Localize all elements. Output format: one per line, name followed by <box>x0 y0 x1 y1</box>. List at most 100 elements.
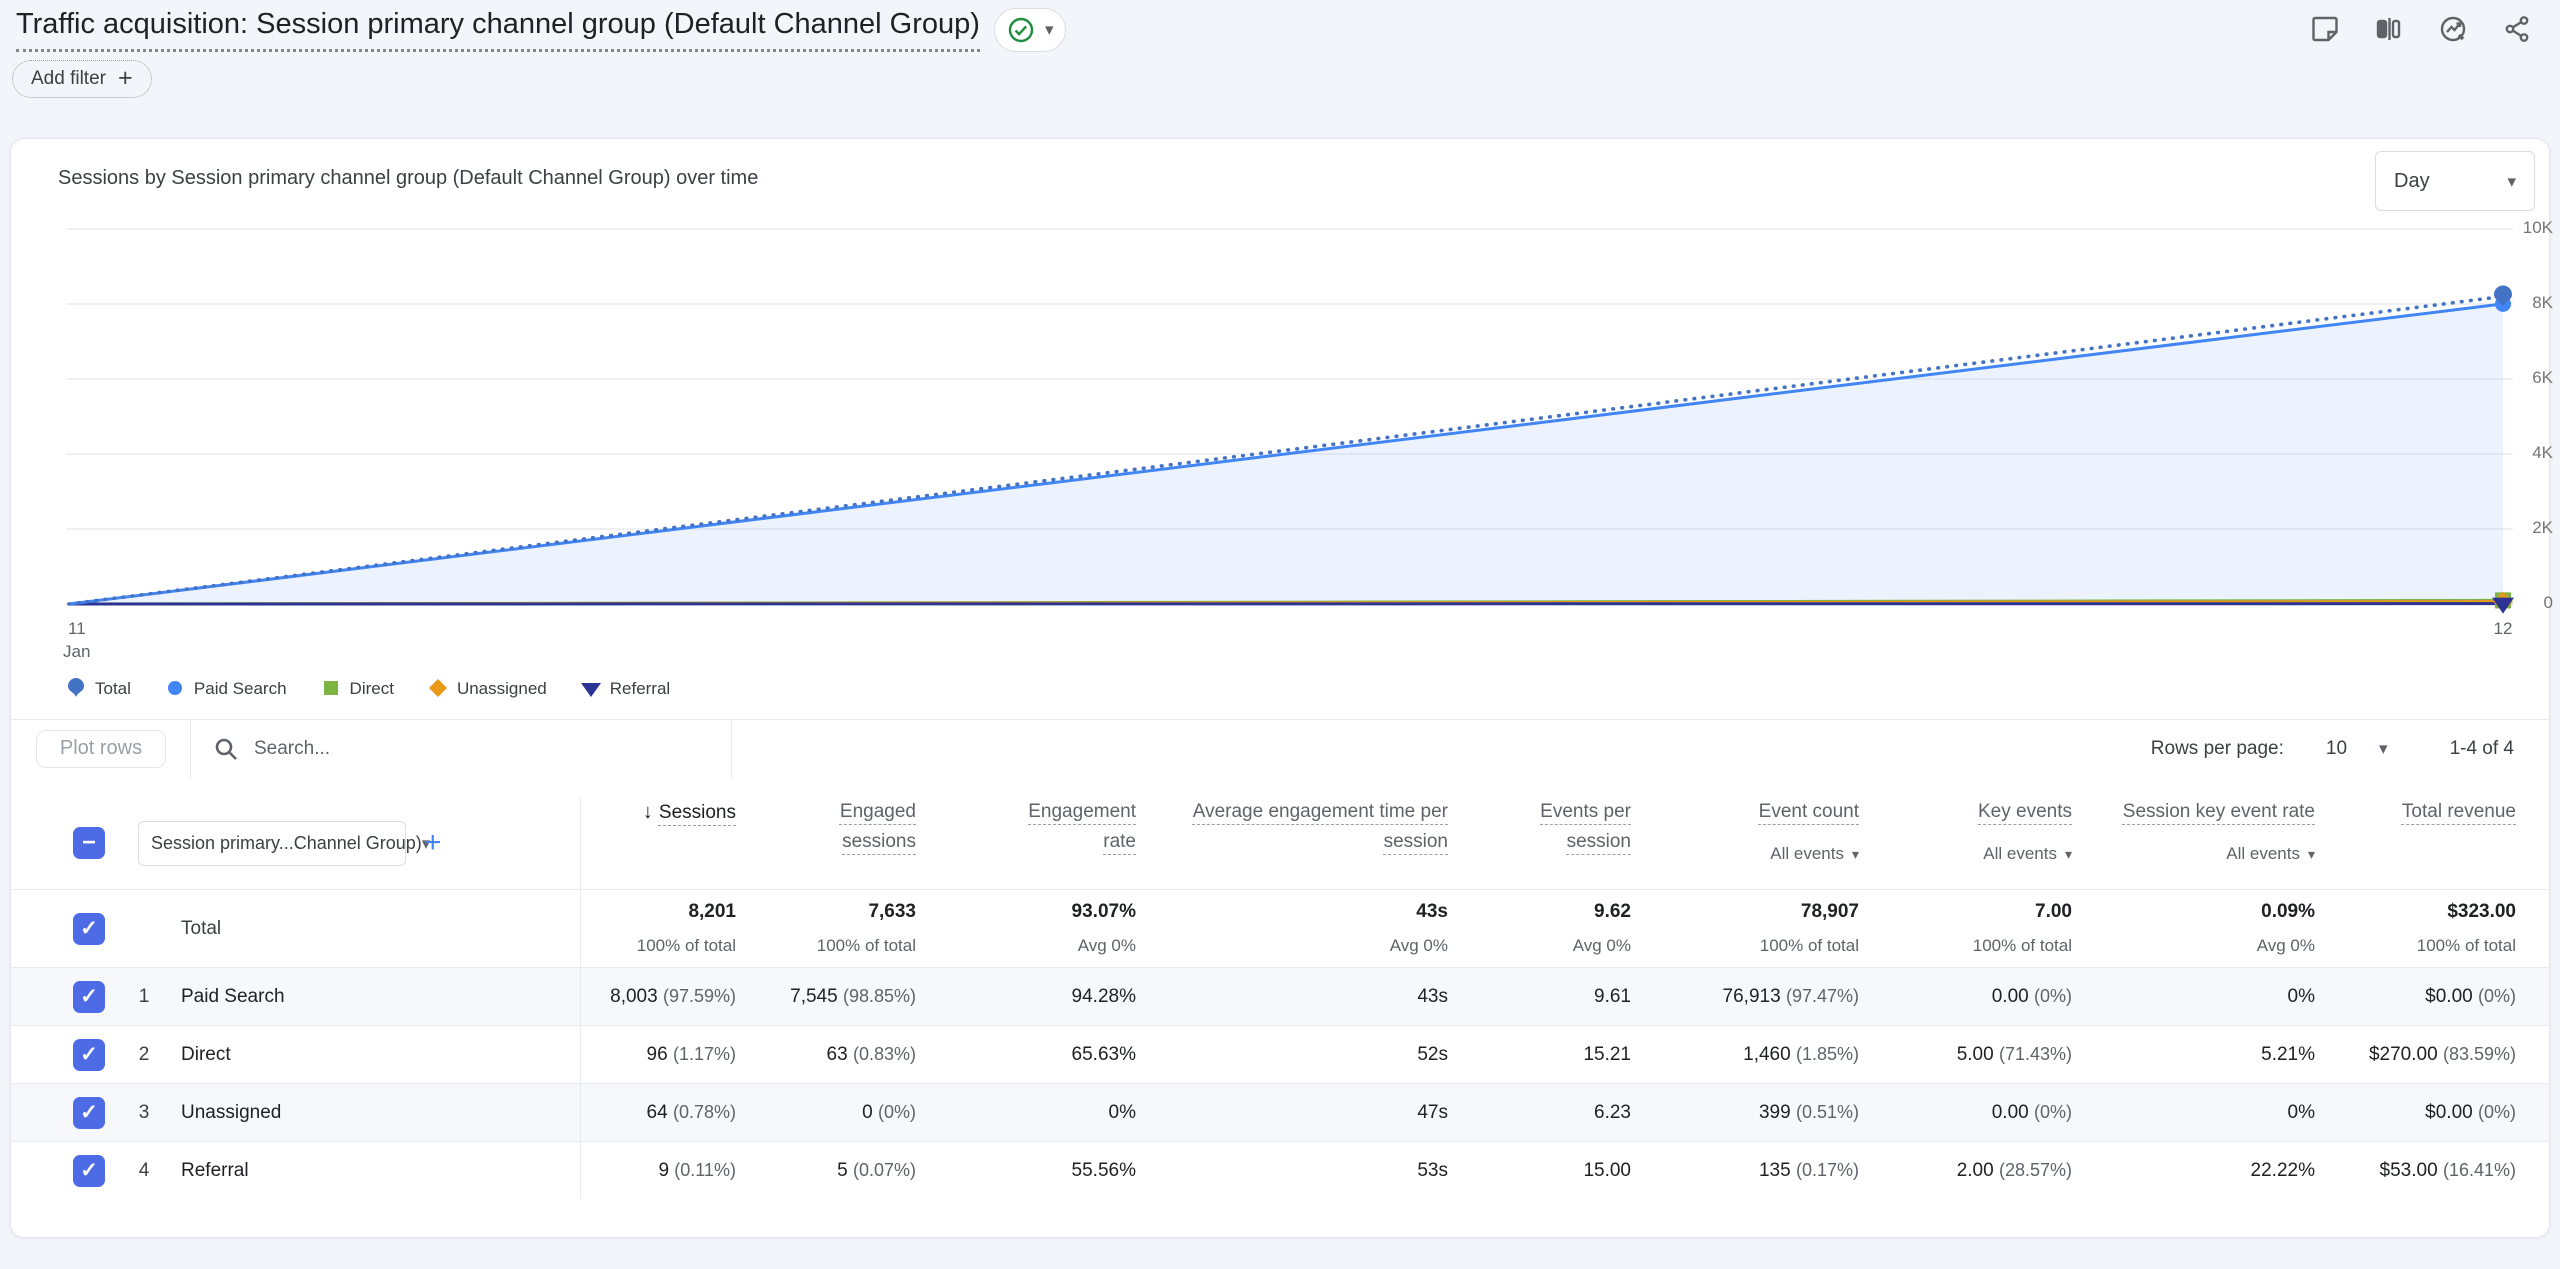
sort-descending-icon <box>643 802 659 823</box>
legend-item-referral[interactable]: Referral <box>580 679 670 699</box>
chevron-down-icon <box>2507 170 2516 193</box>
row-checkbox[interactable] <box>73 1154 105 1187</box>
y-axis-tick: 0 <box>2543 593 2553 612</box>
diamond-marker-icon <box>428 679 448 699</box>
total-sessions: 8,201 100% of total <box>636 901 736 955</box>
column-header-session-key-event-rate: Session key event rate All events <box>2072 797 2315 889</box>
y-axis-tick: 10K <box>2522 218 2553 237</box>
y-axis-tick: 8K <box>2532 293 2553 312</box>
row-checkbox[interactable] <box>73 1096 105 1129</box>
chevron-down-icon <box>1045 20 1054 40</box>
legend-item-unassigned[interactable]: Unassigned <box>428 679 547 699</box>
row-index: 1 <box>138 985 150 1007</box>
legend-item-direct[interactable]: Direct <box>321 679 394 699</box>
total-engaged-sessions: 7,633 100% of total <box>816 901 916 955</box>
chevron-down-icon <box>2300 844 2315 863</box>
share-icon[interactable] <box>2500 12 2534 46</box>
channel-name: Paid Search <box>181 985 285 1007</box>
report-actions <box>2308 12 2534 46</box>
search-input[interactable] <box>254 737 634 760</box>
column-header-key-events: Key events All events <box>1859 797 2072 889</box>
channel-name: Direct <box>181 1043 231 1065</box>
circle-marker-icon <box>165 679 185 699</box>
y-axis-tick: 4K <box>2532 443 2553 462</box>
column-header-total-revenue: Total revenue <box>2401 801 2516 822</box>
chart-svg <box>66 228 2514 614</box>
title-row: Traffic acquisition: Session primary cha… <box>16 8 1067 52</box>
session-key-event-rate-filter[interactable]: All events <box>2072 839 2315 869</box>
chart-legend: Total Paid Search Direct Unassigned Refe… <box>66 678 670 699</box>
legend-item-paid-search[interactable]: Paid Search <box>165 679 287 699</box>
column-header-avg-engagement-time: Average engagement time per session <box>1192 801 1448 852</box>
report-status-pill[interactable] <box>993 8 1067 52</box>
row-checkbox[interactable] <box>73 980 105 1013</box>
legend-item-total[interactable]: Total <box>66 678 131 699</box>
plot-rows-button[interactable]: Plot rows <box>36 729 166 768</box>
page-title: Traffic acquisition: Session primary cha… <box>16 8 980 52</box>
granularity-value: Day <box>2394 169 2430 192</box>
total-marker-icon <box>66 678 86 699</box>
chevron-down-icon <box>1844 844 1859 863</box>
column-header-events-per-session: Events per session <box>1540 801 1631 852</box>
add-filter-label: Add filter <box>31 68 106 89</box>
total-event-count: 78,907 100% of total <box>1759 901 1859 955</box>
row-index: 2 <box>138 1043 150 1065</box>
total-session-key-event-rate: 0.09% Avg 0% <box>2256 901 2315 955</box>
check-circle-icon <box>1008 17 1034 43</box>
channel-name: Referral <box>181 1159 249 1181</box>
column-header-engagement-rate: Engagement rate <box>1028 801 1136 852</box>
report-card: Sessions by Session primary channel grou… <box>10 138 2553 1238</box>
y-axis-tick: 6K <box>2532 368 2553 387</box>
x-axis-tick: 12 <box>2493 619 2513 638</box>
key-events-filter[interactable]: All events <box>1859 839 2072 869</box>
total-avg-engagement-time: 43s Avg 0% <box>1389 901 1448 955</box>
rows-per-page-value[interactable]: 10 <box>2325 737 2348 759</box>
table-header: Session primary...Channel Group) Session… <box>11 777 2549 889</box>
chart-section: Sessions by Session primary channel grou… <box>11 139 2553 719</box>
total-engagement-rate: 93.07% Avg 0% <box>1071 901 1136 955</box>
granularity-dropdown[interactable]: Day <box>2375 151 2535 211</box>
chart-title: Sessions by Session primary channel grou… <box>58 167 759 189</box>
pagination-range: 1-4 of 4 <box>2449 737 2514 759</box>
y-axis-tick: 2K <box>2532 518 2553 537</box>
plus-icon <box>118 66 133 92</box>
column-header-sessions: Sessions <box>581 797 736 889</box>
search-icon <box>215 738 237 760</box>
divider <box>731 719 732 778</box>
total-events-per-session: 9.62 Avg 0% <box>1572 901 1631 955</box>
total-key-events: 7.00 100% of total <box>1972 901 2072 955</box>
add-dimension-icon[interactable] <box>424 828 442 858</box>
top-bar: Traffic acquisition: Session primary cha… <box>0 0 2560 118</box>
add-filter-button[interactable]: Add filter <box>12 60 152 98</box>
total-row-label-cell: Total <box>11 890 581 967</box>
column-header-engaged-sessions: Engaged sessions <box>839 801 916 852</box>
chevron-down-icon[interactable] <box>2379 739 2388 759</box>
x-axis-tick: 11 <box>68 619 86 638</box>
table-row: 3 Unassigned 64 (0.78%) 0 (0%) 0% 47s 6.… <box>11 1083 2549 1141</box>
rows-per-page-label: Rows per page: <box>2150 737 2284 759</box>
total-revenue: $323.00 100% of total <box>2416 901 2516 955</box>
square-marker-icon <box>321 679 341 699</box>
row-checkbox[interactable] <box>73 912 105 945</box>
triangle-marker-icon <box>580 679 601 699</box>
total-label: Total <box>181 917 222 939</box>
row-index: 3 <box>138 1101 150 1123</box>
chevron-down-icon <box>2057 844 2072 863</box>
row-index: 4 <box>138 1159 150 1181</box>
comparisons-icon[interactable] <box>2372 12 2406 46</box>
notes-icon[interactable] <box>2308 12 2342 46</box>
table-row: 4 Referral 9 (0.11%) 5 (0.07%) 55.56% 53… <box>11 1141 2549 1199</box>
table-toolbar: Plot rows Rows per page: 10 1-4 of 4 <box>11 719 2549 778</box>
search-box <box>191 720 731 777</box>
row-checkbox[interactable] <box>73 1038 105 1071</box>
dimension-dropdown[interactable]: Session primary...Channel Group) <box>138 820 422 866</box>
channel-name: Unassigned <box>181 1101 282 1123</box>
event-count-filter[interactable]: All events <box>1631 839 1859 869</box>
x-axis-tick: Jan <box>63 642 91 661</box>
select-all-checkbox[interactable] <box>73 827 105 859</box>
column-header-event-count: Event count All events <box>1631 797 1859 889</box>
divider <box>190 719 191 778</box>
insights-icon[interactable] <box>2436 12 2470 46</box>
table-row: 2 Direct 96 (1.17%) 63 (0.83%) 65.63% 52… <box>11 1025 2549 1083</box>
